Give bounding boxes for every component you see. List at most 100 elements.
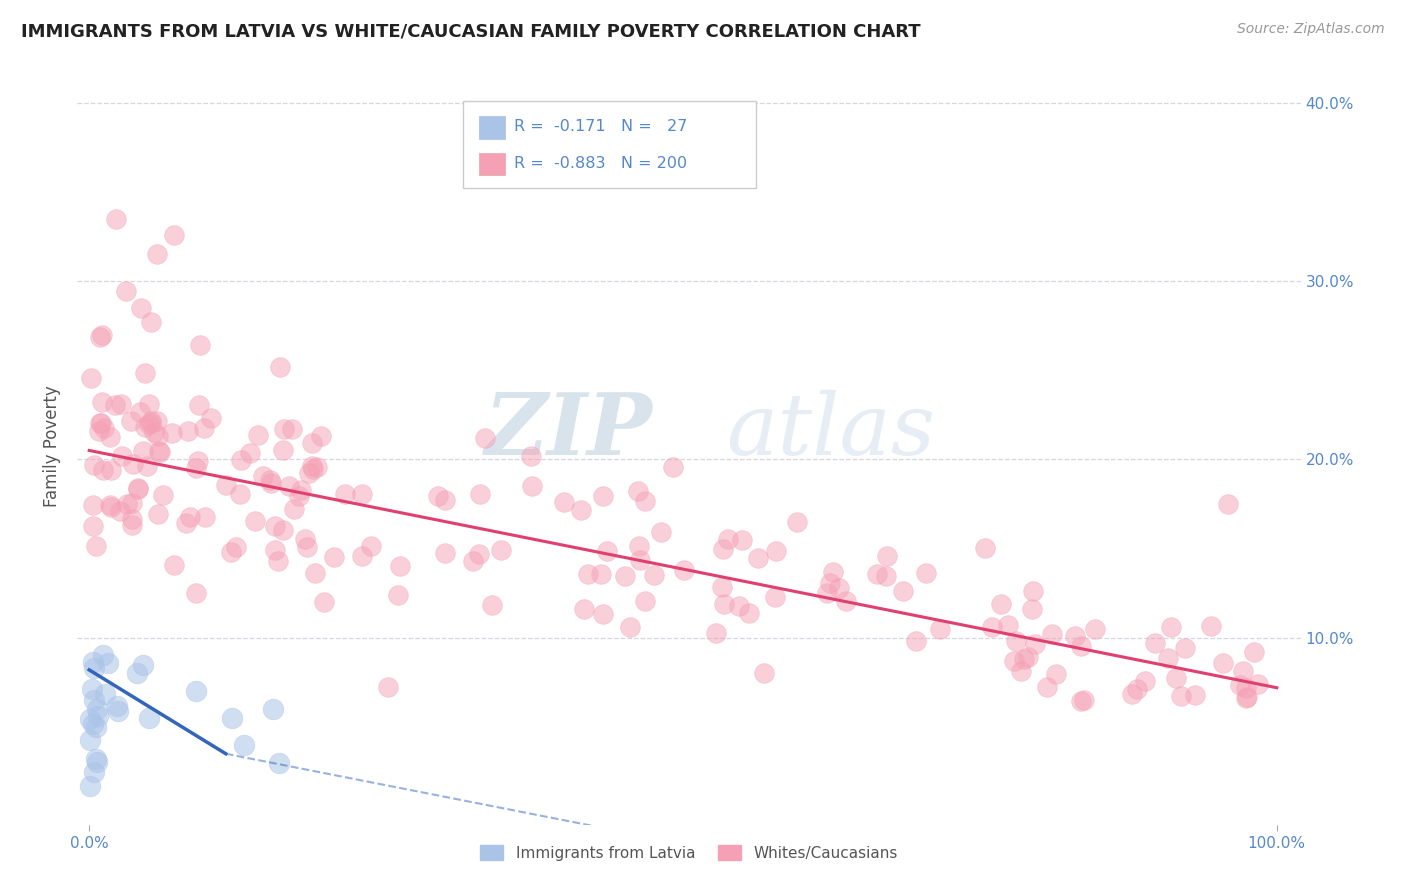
Point (489, 543, 512, 558)
Point (283, 502, 305, 516)
Point (1144, 636, 1167, 650)
Point (1126, 681, 1149, 696)
Point (997, 617, 1019, 632)
Point (269, 756, 291, 770)
Point (80, 681, 103, 696)
Point (193, 421, 215, 435)
Point (194, 510, 217, 524)
Point (1157, 651, 1180, 665)
Point (295, 540, 318, 554)
Point (387, 588, 409, 602)
Point (131, 301, 153, 315)
Point (737, 607, 759, 621)
Point (93, 421, 115, 435)
Point (115, 497, 138, 511)
Point (981, 620, 1004, 634)
Point (627, 539, 650, 553)
Point (90, 416, 112, 430)
Point (294, 532, 316, 546)
Point (127, 482, 149, 496)
Point (1012, 652, 1035, 666)
Point (278, 479, 301, 493)
Point (79, 732, 101, 747)
Point (633, 493, 655, 508)
Point (973, 541, 995, 555)
Point (290, 483, 312, 497)
Point (1045, 667, 1067, 681)
Point (333, 487, 356, 501)
Point (461, 554, 484, 568)
Point (572, 601, 595, 615)
Point (1024, 637, 1046, 651)
Point (269, 359, 291, 374)
Point (592, 607, 614, 622)
Point (731, 533, 754, 548)
Point (765, 544, 787, 558)
Point (1212, 657, 1234, 671)
Text: IMMIGRANTS FROM LATVIA VS WHITE/CAUCASIAN FAMILY POVERTY CORRELATION CHART: IMMIGRANTS FROM LATVIA VS WHITE/CAUCASIA… (21, 22, 921, 40)
Point (82, 518, 104, 533)
Point (571, 503, 593, 517)
Point (553, 495, 575, 509)
Point (79, 371, 101, 385)
Point (273, 422, 295, 436)
Point (1021, 602, 1043, 616)
Point (1201, 619, 1223, 633)
Point (215, 477, 238, 491)
Point (434, 493, 457, 508)
Point (828, 582, 851, 596)
Point (131, 657, 153, 672)
Point (1234, 690, 1257, 705)
Point (271, 523, 294, 537)
Point (200, 411, 222, 425)
Point (307, 460, 329, 475)
Point (672, 563, 695, 577)
Point (1229, 678, 1251, 692)
Point (239, 445, 262, 459)
Y-axis label: Family Poverty: Family Poverty (44, 385, 62, 507)
Point (163, 558, 186, 572)
Point (1022, 584, 1045, 599)
Bar (478, 153, 506, 176)
Point (84, 720, 107, 734)
Point (83, 764, 105, 779)
Point (184, 461, 207, 475)
Point (259, 473, 281, 487)
Point (138, 711, 160, 725)
Point (104, 211, 127, 226)
Point (273, 442, 295, 457)
Point (89, 424, 111, 438)
Point (100, 500, 122, 515)
Point (1002, 654, 1025, 668)
Point (246, 427, 269, 442)
Point (1036, 680, 1059, 694)
Text: R =  -0.171   N =   27: R = -0.171 N = 27 (515, 120, 688, 135)
Point (84, 751, 107, 765)
Point (104, 398, 127, 412)
Point (83, 661, 105, 675)
Point (875, 569, 897, 583)
Point (79, 712, 101, 726)
Point (280, 422, 302, 436)
Point (619, 620, 641, 634)
Point (107, 704, 129, 718)
Point (264, 542, 287, 557)
Point (135, 459, 157, 474)
Point (184, 684, 207, 698)
Point (134, 420, 156, 434)
Point (352, 549, 374, 564)
Point (592, 489, 614, 503)
Point (835, 594, 858, 608)
Point (915, 566, 938, 581)
Point (627, 483, 650, 498)
Point (1084, 622, 1107, 636)
Point (91, 648, 114, 662)
Point (650, 525, 672, 540)
Point (301, 436, 323, 450)
Point (1121, 687, 1143, 701)
Bar (478, 116, 506, 139)
Point (111, 449, 134, 463)
Point (264, 518, 287, 533)
Point (596, 543, 619, 558)
Point (142, 425, 165, 439)
